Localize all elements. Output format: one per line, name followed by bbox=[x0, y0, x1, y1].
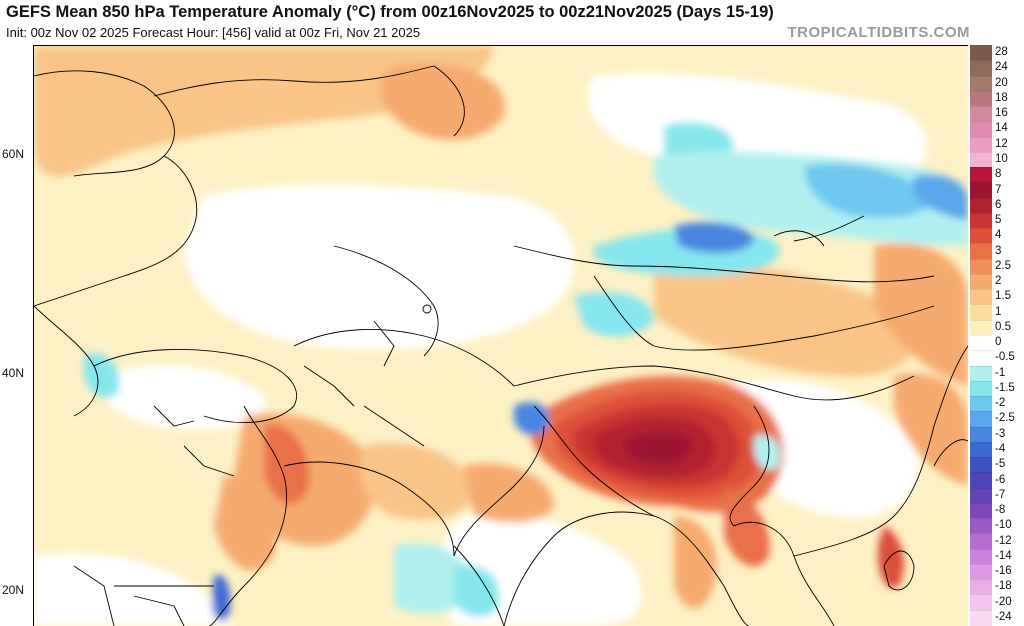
colorbar-swatch bbox=[970, 335, 992, 352]
colorbar-label: 12 bbox=[995, 137, 1008, 150]
map-subtitle: Init: 00z Nov 02 2025 Forecast Hour: [45… bbox=[6, 25, 421, 40]
colorbar-swatch bbox=[970, 365, 992, 382]
colorbar-swatch bbox=[970, 487, 992, 504]
colorbar-swatch bbox=[970, 75, 992, 92]
colorbar-label: 3 bbox=[995, 244, 1002, 257]
colorbar-label: -24 bbox=[995, 610, 1012, 623]
colorbar-label: -10 bbox=[995, 519, 1012, 532]
colorbar-label: -8 bbox=[995, 504, 1006, 517]
colorbar-swatch bbox=[970, 106, 992, 123]
colorbar-label: -2 bbox=[995, 397, 1006, 410]
colorbar-swatch bbox=[970, 289, 992, 306]
map-outlines bbox=[34, 65, 968, 626]
lat-label-40n: 40N bbox=[2, 366, 25, 380]
colorbar-swatch bbox=[970, 228, 992, 245]
anomaly-map bbox=[33, 45, 968, 626]
lat-label-20n: 20N bbox=[2, 583, 25, 597]
colorbar-label: 10 bbox=[995, 152, 1008, 165]
colorbar-label: 16 bbox=[995, 107, 1008, 120]
colorbar-swatch bbox=[970, 197, 992, 214]
colorbar-swatch bbox=[970, 563, 992, 581]
colorbar-legend: 28 24 20 18 16 14 12 10 8 7 6 5 4 3 2.5 2 1.5 1 0.5 0 -0.5 -1… bbox=[970, 45, 1024, 626]
colorbar-label: 2.5 bbox=[995, 259, 1011, 272]
colorbar-swatch bbox=[970, 258, 992, 275]
colorbar-label: -7 bbox=[995, 488, 1006, 501]
colorbar-label: 24 bbox=[995, 61, 1008, 74]
colorbar-label: 20 bbox=[995, 76, 1008, 89]
colorbar-label: 14 bbox=[995, 122, 1008, 135]
colorbar-swatch bbox=[970, 121, 992, 138]
colorbar-label: 6 bbox=[995, 198, 1002, 211]
colorbar-label: 4 bbox=[995, 229, 1002, 242]
colorbar-swatch bbox=[970, 457, 992, 474]
colorbar-label: -14 bbox=[995, 549, 1012, 562]
colorbar-swatch bbox=[970, 151, 992, 169]
colorbar-label: 7 bbox=[995, 183, 1002, 196]
colorbar-label: -5 bbox=[995, 458, 1006, 471]
colorbar-swatch bbox=[970, 304, 992, 321]
colorbar-swatch bbox=[970, 380, 992, 398]
colorbar-label: 8 bbox=[995, 168, 1002, 181]
colorbar-swatch bbox=[970, 426, 992, 443]
colorbar-swatch bbox=[970, 472, 992, 489]
site-watermark: TROPICALTIDBITS.COM bbox=[787, 24, 970, 41]
lat-label-60n: 60N bbox=[2, 147, 25, 161]
colorbar-swatch bbox=[970, 609, 992, 626]
colorbar-label: -3 bbox=[995, 427, 1006, 440]
colorbar-swatch bbox=[970, 90, 992, 108]
colorbar-swatch bbox=[970, 45, 992, 62]
map-title: GEFS Mean 850 hPa Temperature Anomaly (°… bbox=[6, 3, 774, 21]
colorbar-swatch bbox=[970, 594, 992, 611]
colorbar-swatch bbox=[970, 167, 992, 184]
colorbar-label: -0.5 bbox=[995, 351, 1015, 364]
colorbar-label: -16 bbox=[995, 565, 1012, 578]
colorbar-label: -4 bbox=[995, 442, 1006, 455]
colorbar-label: 28 bbox=[995, 46, 1008, 59]
colorbar-label: -2.5 bbox=[995, 412, 1015, 425]
colorbar-swatch bbox=[970, 518, 992, 535]
colorbar-label: -6 bbox=[995, 473, 1006, 486]
colorbar-swatch bbox=[970, 441, 992, 459]
colorbar-swatch bbox=[970, 60, 992, 77]
colorbar-swatch bbox=[970, 411, 992, 428]
anomaly-map-canvas bbox=[34, 46, 968, 626]
colorbar-swatch bbox=[970, 548, 992, 565]
colorbar-label: -18 bbox=[995, 580, 1012, 593]
colorbar-label: 2 bbox=[995, 275, 1002, 288]
colorbar-swatch bbox=[970, 182, 992, 199]
colorbar-swatch bbox=[970, 243, 992, 260]
colorbar-label: -20 bbox=[995, 595, 1012, 608]
colorbar-swatch bbox=[970, 350, 992, 367]
colorbar-label: 0.5 bbox=[995, 320, 1011, 333]
anomaly-shading bbox=[34, 46, 968, 626]
colorbar-label: -1.5 bbox=[995, 381, 1015, 394]
colorbar-swatch bbox=[970, 273, 992, 291]
colorbar-label: 0 bbox=[995, 336, 1002, 349]
colorbar-label: 1 bbox=[995, 305, 1002, 318]
colorbar-label: 18 bbox=[995, 91, 1008, 104]
colorbar-swatch bbox=[970, 136, 992, 153]
colorbar-label: -12 bbox=[995, 534, 1012, 547]
colorbar-label: 5 bbox=[995, 214, 1002, 227]
colorbar-swatch bbox=[970, 502, 992, 520]
colorbar-swatch bbox=[970, 319, 992, 336]
colorbar-swatch bbox=[970, 396, 992, 413]
colorbar-swatch bbox=[970, 579, 992, 596]
colorbar-swatch bbox=[970, 533, 992, 550]
colorbar-label: -1 bbox=[995, 366, 1006, 379]
colorbar-label: 1.5 bbox=[995, 290, 1011, 303]
colorbar-swatch bbox=[970, 212, 992, 230]
map-header: GEFS Mean 850 hPa Temperature Anomaly (°… bbox=[0, 0, 1024, 44]
